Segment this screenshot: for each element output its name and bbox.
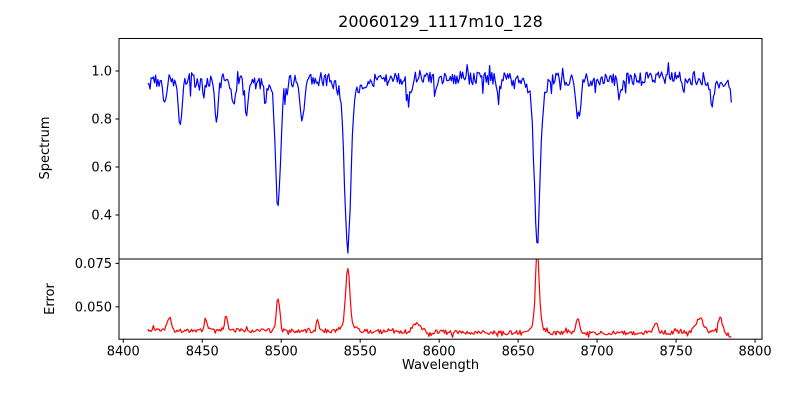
x-tick-label: 8650: [502, 345, 535, 360]
spectrum-axes-frame: [118, 38, 763, 260]
y-tick-label: 0.8: [91, 113, 112, 128]
y-tick-label: 0.6: [91, 161, 112, 176]
y-axis-label-error: Error: [42, 283, 58, 315]
spectrum-line: [147, 62, 732, 254]
x-tick-label: 8550: [344, 345, 377, 360]
x-tick-label: 8500: [265, 345, 298, 360]
x-tick-label: 8600: [423, 345, 456, 360]
x-tick-label: 8700: [581, 345, 614, 360]
y-axis-label-spectrum: Spectrum: [37, 116, 53, 180]
y-tick-label: 0.050: [75, 300, 112, 315]
x-tick-label: 8450: [186, 345, 219, 360]
x-tick-label: 8750: [660, 345, 693, 360]
y-tick-label: 0.075: [75, 257, 112, 272]
error-axes-frame: [118, 258, 763, 340]
x-tick-label: 8800: [739, 345, 772, 360]
x-tick-label: 8400: [107, 345, 140, 360]
y-tick-label: 0.4: [91, 209, 112, 224]
x-axis-label: Wavelength: [401, 358, 480, 373]
chart-title: 20060129_1117m10_128: [338, 12, 543, 31]
error-line: [147, 259, 732, 338]
y-tick-label: 1.0: [91, 64, 112, 79]
